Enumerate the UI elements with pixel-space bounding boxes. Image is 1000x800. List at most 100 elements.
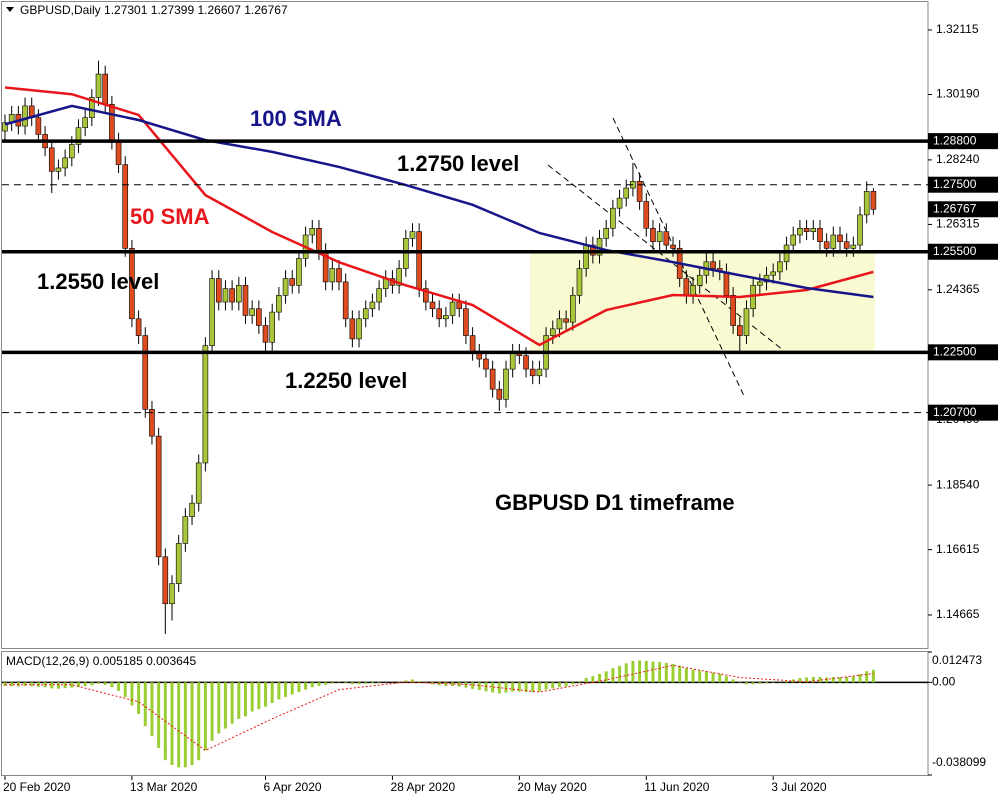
bull-candle bbox=[576, 268, 583, 296]
bear-candle bbox=[109, 103, 115, 142]
bull-candle bbox=[656, 231, 663, 243]
macd-bar bbox=[3, 682, 7, 686]
bull-candle bbox=[603, 227, 610, 239]
bear-candle bbox=[710, 261, 716, 269]
bull-candle bbox=[616, 197, 623, 209]
bear-candle bbox=[817, 227, 823, 243]
bull-candle bbox=[509, 352, 516, 370]
macd-bar bbox=[310, 682, 314, 688]
macd-bar bbox=[277, 682, 281, 700]
macd-bar bbox=[50, 682, 54, 689]
bear-candle bbox=[316, 227, 322, 253]
x-tick-label: 20 May 2020 bbox=[517, 780, 587, 794]
level-label: 1.20700 bbox=[933, 405, 977, 419]
annotation: 1.2550 level bbox=[37, 269, 159, 294]
x-tick-label: 13 Mar 2020 bbox=[130, 780, 198, 794]
x-tick-label: 6 Apr 2020 bbox=[264, 780, 322, 794]
bull-candle bbox=[850, 244, 857, 249]
bull-candle bbox=[269, 311, 276, 343]
macd-bar bbox=[344, 682, 348, 684]
macd-bar bbox=[551, 682, 555, 689]
macd-bar bbox=[704, 671, 708, 683]
macd-bar bbox=[851, 676, 855, 683]
macd-bar bbox=[624, 663, 628, 683]
macd-bar bbox=[564, 682, 568, 687]
macd-bar bbox=[484, 682, 488, 692]
bull-candle bbox=[757, 281, 763, 286]
bear-candle bbox=[436, 308, 443, 320]
bull-candle bbox=[356, 318, 362, 340]
macd-tick-label: 0.012473 bbox=[932, 653, 982, 667]
annotation: GBPUSD D1 timeframe bbox=[495, 490, 735, 515]
macd-bar bbox=[324, 682, 328, 685]
bear-candle bbox=[489, 368, 496, 390]
signal-line bbox=[5, 664, 874, 752]
bull-candle bbox=[830, 234, 837, 249]
macd-bar bbox=[805, 677, 809, 683]
bear-candle bbox=[670, 244, 676, 249]
bull-candle bbox=[309, 227, 316, 236]
macd-bar bbox=[858, 674, 862, 683]
bear-candle bbox=[650, 227, 656, 243]
bull-candle bbox=[236, 284, 242, 303]
annotation: 1.2750 level bbox=[397, 151, 519, 176]
bear-candle bbox=[723, 271, 730, 296]
bear-candle bbox=[342, 281, 349, 320]
bear-candle bbox=[469, 335, 476, 353]
sma-label: 50 SMA bbox=[130, 204, 210, 229]
macd-tick-label: 0.00 bbox=[932, 675, 956, 689]
price-label: 1.26767 bbox=[933, 201, 977, 215]
bull-candle bbox=[296, 258, 302, 286]
bull-candle bbox=[777, 261, 783, 273]
macd-bar bbox=[537, 682, 541, 692]
y-tick-label: 1.24365 bbox=[936, 282, 980, 296]
bull-candle bbox=[95, 73, 102, 98]
bear-candle bbox=[563, 318, 569, 323]
chart-header: GBPUSD,Daily 1.27301 1.27399 1.26607 1.2… bbox=[20, 3, 288, 17]
macd-bar bbox=[531, 682, 535, 693]
y-tick-label: 1.32115 bbox=[936, 22, 979, 36]
macd-bar bbox=[664, 662, 668, 683]
macd-bar bbox=[290, 682, 294, 695]
macd-bar bbox=[70, 682, 74, 688]
bull-candle bbox=[182, 516, 189, 544]
y-tick-label: 1.16615 bbox=[936, 542, 980, 556]
bull-candle bbox=[409, 231, 416, 239]
bear-candle bbox=[349, 318, 356, 340]
bull-candle bbox=[89, 97, 95, 118]
bull-candle bbox=[583, 244, 589, 269]
macd-bar bbox=[838, 676, 842, 683]
menu-icon bbox=[6, 7, 14, 12]
macd-bar bbox=[317, 682, 321, 686]
bear-candle bbox=[48, 147, 55, 172]
macd-bar bbox=[364, 682, 368, 684]
open-value: 1.27301 bbox=[104, 3, 148, 17]
bull-candle bbox=[175, 543, 182, 584]
level-label: 1.25500 bbox=[933, 244, 977, 258]
level-label: 1.28800 bbox=[933, 133, 977, 147]
macd-bar bbox=[117, 682, 121, 691]
bear-candle bbox=[730, 295, 736, 326]
macd-bar bbox=[350, 682, 354, 685]
range-box bbox=[530, 250, 875, 351]
bear-candle bbox=[663, 231, 670, 246]
macd-bar bbox=[504, 682, 508, 693]
bear-candle bbox=[215, 278, 222, 303]
macd-bar bbox=[845, 676, 849, 683]
macd-bar bbox=[377, 682, 381, 684]
bull-candle bbox=[2, 122, 8, 132]
bull-candle bbox=[743, 308, 750, 336]
macd-bar bbox=[584, 677, 588, 683]
macd-bar bbox=[724, 676, 728, 683]
macd-bar bbox=[130, 682, 134, 706]
macd-bar bbox=[210, 682, 214, 741]
bull-candle bbox=[797, 227, 803, 236]
macd-bar bbox=[237, 682, 241, 719]
bear-candle bbox=[256, 308, 262, 326]
macd-bar bbox=[183, 682, 187, 768]
y-tick-label: 1.28240 bbox=[936, 152, 980, 166]
bear-candle bbox=[416, 231, 422, 289]
bull-candle bbox=[209, 278, 215, 346]
